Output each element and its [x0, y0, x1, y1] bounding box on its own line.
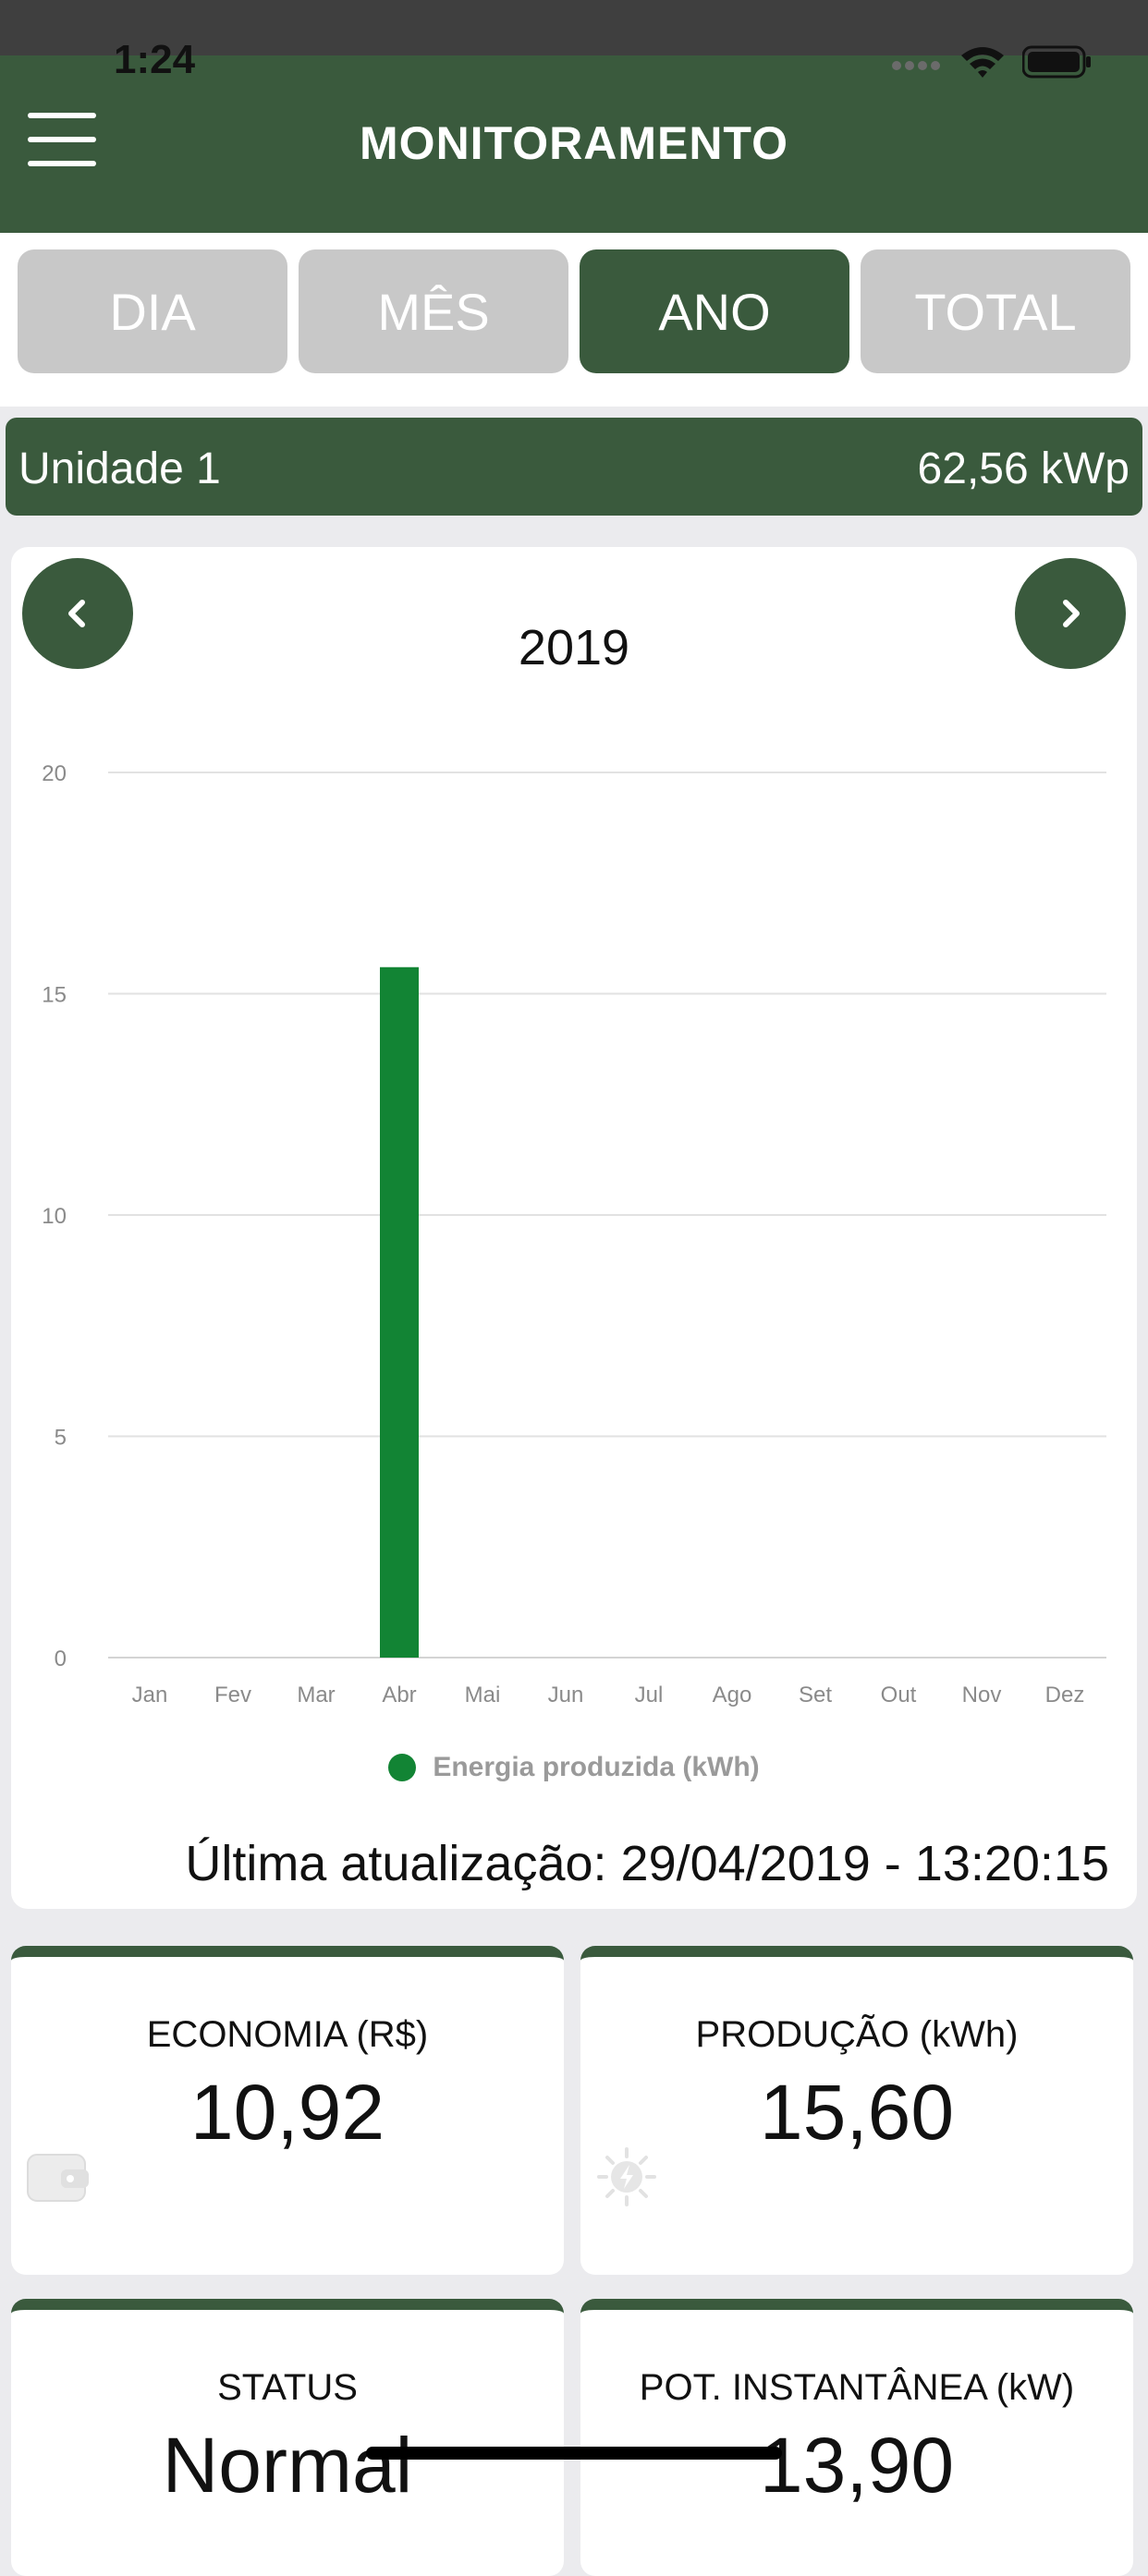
bar-abr — [380, 966, 419, 1658]
wallet-icon — [27, 2154, 89, 2202]
x-tick-label: Dez — [1045, 1683, 1085, 1707]
battery-icon — [1022, 45, 1091, 79]
producao-label: PRODUÇÃO (kWh) — [695, 2014, 1019, 2055]
tab-dia[interactable]: DIA — [18, 249, 287, 373]
status-value: Normal — [162, 2422, 413, 2509]
status-label: STATUS — [217, 2367, 358, 2408]
y-tick-label: 0 — [55, 1646, 67, 1671]
economia-value: 10,92 — [189, 2069, 385, 2156]
status-bar — [0, 0, 1148, 55]
hamburger-menu-icon[interactable] — [28, 113, 96, 166]
potencia-card: POT. INSTANTÂNEA (kW) 13,90 — [580, 2299, 1133, 2576]
x-tick-label: Fev — [214, 1683, 251, 1707]
y-tick-label: 20 — [42, 761, 67, 786]
x-tick-label: Nov — [962, 1683, 1002, 1707]
unit-bar[interactable]: Unidade 1 62,56 kWp — [6, 418, 1142, 516]
y-tick-label: 15 — [42, 983, 67, 1008]
x-tick-label: Ago — [713, 1683, 752, 1707]
wifi-icon — [961, 47, 1004, 78]
system-status-icons — [891, 44, 1093, 79]
cellular-signal-icon — [892, 61, 940, 70]
x-tick-label: Out — [881, 1683, 917, 1707]
tab-mes[interactable]: MÊS — [299, 249, 568, 373]
chevron-right-icon — [1063, 600, 1080, 627]
chart-year: 2019 — [518, 620, 630, 675]
next-year-button[interactable] — [1015, 558, 1126, 669]
economia-card: ECONOMIA (R$) 10,92 — [11, 1946, 564, 2275]
x-tick-label: Jun — [548, 1683, 584, 1707]
unit-name: Unidade 1 — [18, 444, 221, 493]
chart-legend: Energia produzida (kWh) — [0, 1752, 1148, 1783]
economia-label: ECONOMIA (R$) — [146, 2014, 429, 2055]
chevron-left-icon — [68, 600, 85, 627]
legend-marker — [388, 1754, 417, 1781]
potencia-value: 13,90 — [759, 2422, 955, 2509]
tab-total[interactable]: TOTAL — [861, 249, 1130, 373]
energy-bar-chart: 0 5 10 15 20 Jan Fev Mar Abr Mai Jun Jul Ago Set Out No… — [42, 761, 1106, 1707]
potencia-label: POT. INSTANTÂNEA (kW) — [639, 2367, 1075, 2408]
x-tick-label: Jan — [132, 1683, 168, 1707]
legend-label: Energia produzida (kWh) — [433, 1752, 760, 1782]
producao-value: 15,60 — [759, 2069, 955, 2156]
status-time: 1:24 — [114, 37, 196, 82]
previous-year-button[interactable] — [22, 558, 133, 669]
status-card: STATUS Normal — [11, 2299, 564, 2576]
last-update-text: Última atualização: 29/04/2019 - 13:20:1… — [185, 1836, 1109, 1891]
y-tick-label: 10 — [42, 1204, 67, 1229]
tab-ano[interactable]: ANO — [580, 249, 849, 373]
unit-power: 62,56 kWp — [917, 444, 1130, 493]
producao-card: PRODUÇÃO (kWh) 15,60 — [580, 1946, 1133, 2275]
sun-bolt-icon — [597, 2147, 656, 2206]
x-tick-label: Mar — [297, 1683, 335, 1707]
y-tick-label: 5 — [55, 1426, 67, 1451]
x-tick-label: Set — [799, 1683, 832, 1707]
x-tick-label: Abr — [382, 1683, 416, 1707]
x-tick-label: Jul — [635, 1683, 664, 1707]
app-header — [0, 55, 1148, 233]
x-tick-label: Mai — [465, 1683, 501, 1707]
chart-card — [11, 547, 1137, 1909]
home-indicator[interactable] — [366, 2447, 782, 2460]
page-title: MONITORAMENTO — [360, 117, 788, 169]
